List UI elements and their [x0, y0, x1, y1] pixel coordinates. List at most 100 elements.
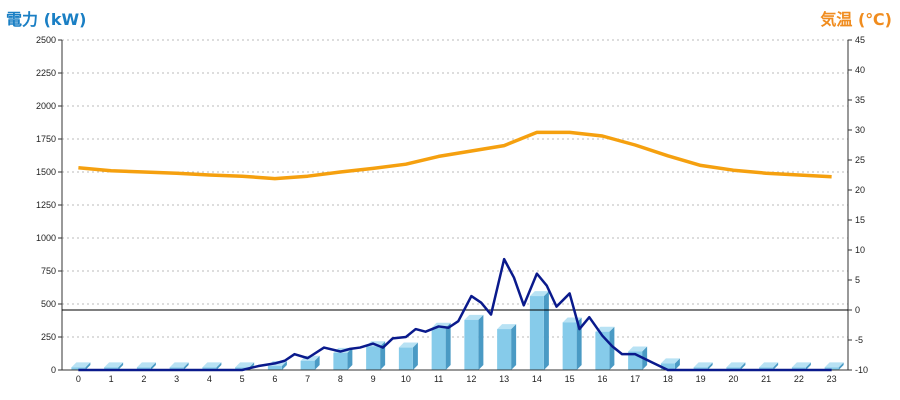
- x-tick-label: 15: [565, 374, 575, 384]
- x-tick-label: 22: [794, 374, 804, 384]
- bar-face: [267, 366, 282, 370]
- bar-side: [674, 358, 680, 370]
- right-tick-label: 25: [855, 155, 865, 165]
- bar-face: [431, 327, 446, 370]
- x-tick-label: 8: [338, 374, 343, 384]
- bar: [529, 291, 549, 370]
- bar-face: [202, 367, 217, 370]
- x-tick-label: 11: [434, 374, 443, 384]
- bar-side: [478, 314, 484, 370]
- bar-side: [183, 362, 189, 370]
- bar: [497, 324, 517, 370]
- bar-side: [314, 355, 320, 370]
- bar-face: [529, 296, 544, 370]
- bar-top: [235, 362, 255, 368]
- bar-top: [136, 362, 156, 368]
- x-tick-label: 23: [827, 374, 837, 384]
- bar-face: [71, 367, 86, 370]
- bar: [169, 362, 189, 370]
- left-tick-label: 2500: [36, 35, 56, 45]
- right-tick-label: 35: [855, 95, 865, 105]
- bar: [71, 362, 91, 370]
- x-tick-label: 19: [696, 374, 706, 384]
- bar-side: [773, 362, 779, 370]
- bar-side: [838, 362, 844, 370]
- bar: [431, 322, 451, 370]
- bar-top: [759, 362, 779, 368]
- bar-face: [497, 329, 512, 370]
- x-tick-label: 9: [371, 374, 376, 384]
- x-tick-label: 3: [174, 374, 179, 384]
- bar: [726, 362, 746, 370]
- bar-top: [71, 362, 91, 368]
- bar-face: [660, 363, 675, 370]
- line-layer: [78, 130, 832, 372]
- bar-side: [445, 322, 451, 370]
- bar-face: [791, 367, 806, 370]
- bar-side: [281, 361, 287, 370]
- bar-face: [693, 367, 708, 370]
- bar-face: [235, 367, 250, 370]
- bar-side: [347, 347, 353, 370]
- temperature-line: [78, 130, 832, 181]
- bar-face: [726, 367, 741, 370]
- bar-face: [136, 367, 151, 370]
- x-tick-label: 17: [630, 374, 640, 384]
- right-tick-label: 20: [855, 185, 865, 195]
- bar-top: [628, 346, 648, 352]
- x-tick-label: 20: [728, 374, 738, 384]
- bar-side: [85, 362, 91, 370]
- x-tick-label: 12: [466, 374, 476, 384]
- x-tick-label: 21: [761, 374, 771, 384]
- bar-face: [595, 331, 610, 370]
- bar-top: [791, 362, 811, 368]
- x-tick-label: 18: [663, 374, 673, 384]
- bar-side: [740, 362, 746, 370]
- bar-top: [202, 362, 222, 368]
- bar: [104, 362, 124, 370]
- x-tick-label: 10: [401, 374, 411, 384]
- bar-side: [576, 317, 582, 370]
- bar: [398, 342, 418, 370]
- left-tick-label: 2000: [36, 101, 56, 111]
- left-tick-label: 1000: [36, 233, 56, 243]
- x-tick-label: 4: [207, 374, 212, 384]
- left-tick-label: 750: [41, 266, 56, 276]
- left-tick-label: 1250: [36, 200, 56, 210]
- left-tick-label: 500: [41, 299, 56, 309]
- bar-top: [726, 362, 746, 368]
- bar-side: [412, 342, 418, 370]
- left-axis-title: 電力 (kW): [6, 10, 87, 29]
- right-tick-label: 40: [855, 65, 865, 75]
- right-tick-label: 10: [855, 245, 865, 255]
- bar: [759, 362, 779, 370]
- bar-top: [104, 362, 124, 368]
- bar: [791, 362, 811, 370]
- right-tick-label: 5: [855, 275, 860, 285]
- bar: [660, 358, 680, 370]
- left-tick-label: 2250: [36, 68, 56, 78]
- power-line: [78, 257, 832, 372]
- bar-layer: [71, 291, 844, 370]
- right-tick-label: 30: [855, 125, 865, 135]
- left-tick-label: 1500: [36, 167, 56, 177]
- bar-face: [169, 367, 184, 370]
- bar-top: [398, 342, 418, 348]
- bar-side: [609, 326, 615, 370]
- bar-side: [150, 362, 156, 370]
- bar: [595, 326, 615, 370]
- x-tick-label: 5: [240, 374, 245, 384]
- right-tick-label: 0: [855, 305, 860, 315]
- bar-side: [118, 362, 124, 370]
- bar-top: [497, 324, 517, 330]
- bar-top: [464, 314, 484, 320]
- bar-face: [300, 360, 315, 370]
- bar-face: [562, 322, 577, 370]
- bar-top: [693, 362, 713, 368]
- x-tick-label: 13: [499, 374, 509, 384]
- bar: [824, 362, 844, 370]
- left-tick-label: 1750: [36, 134, 56, 144]
- bar-side: [805, 362, 811, 370]
- bar: [464, 314, 484, 370]
- right-tick-label: -10: [855, 365, 868, 375]
